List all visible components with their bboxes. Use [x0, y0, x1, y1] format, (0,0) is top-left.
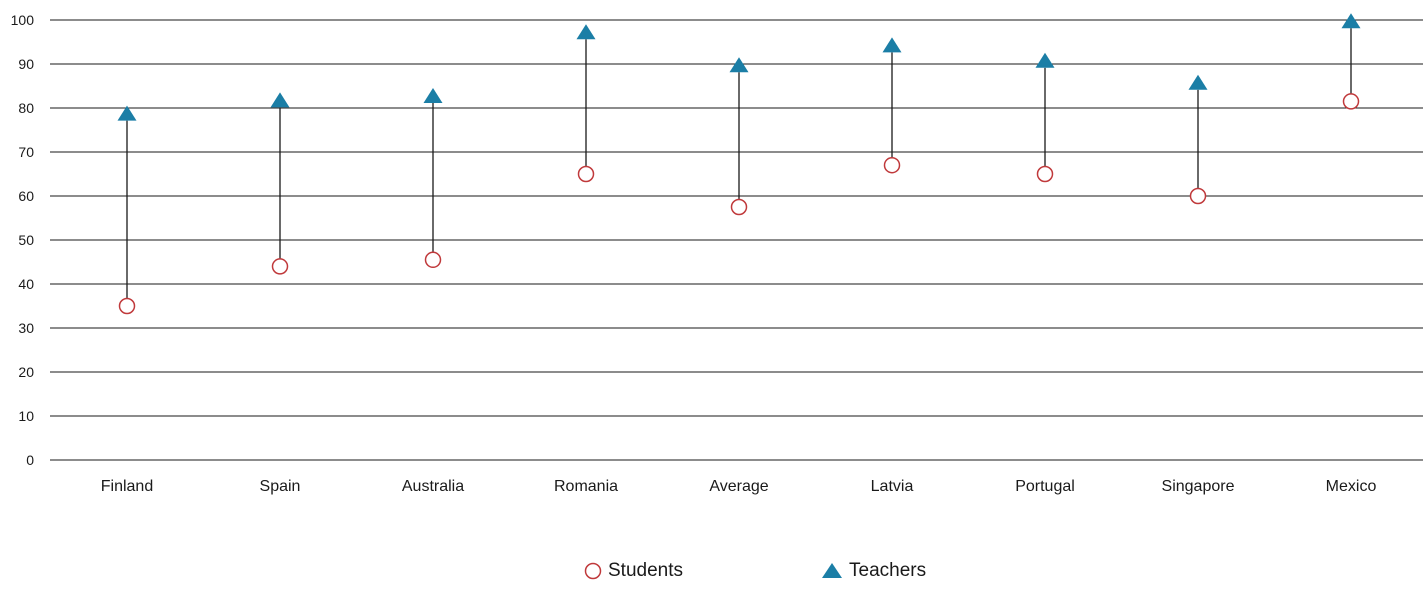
student-point [577, 165, 595, 183]
student-point [1036, 165, 1054, 183]
teacher-point [576, 24, 596, 40]
legend-item-students: Students [584, 560, 683, 582]
y-tick-label: 50 [18, 232, 34, 248]
x-tick-label: Spain [260, 478, 301, 495]
legend-label-teachers: Teachers [849, 560, 927, 581]
student-point [118, 297, 136, 315]
teacher-point [117, 105, 137, 121]
y-tick-label: 20 [18, 364, 34, 380]
x-tick-label: Mexico [1326, 478, 1377, 495]
x-tick-label: Singapore [1162, 478, 1235, 495]
x-tick-label: Latvia [871, 478, 914, 495]
x-tick-label: Portugal [1015, 478, 1075, 495]
x-tick-label: Finland [101, 478, 153, 495]
legend-item-teachers: Teachers [821, 560, 926, 582]
teacher-point [729, 57, 749, 73]
y-axis-tick-labels: 0 10 20 30 40 50 60 70 80 90 100 [11, 12, 35, 468]
teacher-point [423, 88, 443, 103]
teacher-point [270, 92, 290, 108]
legend: Students Teachers [0, 558, 1423, 586]
student-point [730, 198, 748, 216]
student-point [1342, 93, 1360, 110]
y-tick-label: 10 [18, 408, 34, 424]
markers [117, 13, 1361, 315]
y-tick-label: 90 [18, 56, 34, 72]
gridlines [50, 19, 1423, 461]
y-tick-label: 40 [18, 276, 34, 292]
x-tick-label: Romania [554, 478, 618, 495]
y-tick-label: 100 [11, 12, 35, 28]
x-axis-tick-labels: Finland Spain Australia Romania Average Latvi… [101, 478, 1377, 495]
y-tick-label: 60 [18, 188, 34, 204]
y-tick-label: 70 [18, 144, 34, 160]
teacher-point [1341, 13, 1361, 29]
open-circle-icon [584, 562, 602, 580]
teacher-point [1188, 74, 1208, 90]
legend-label-students: Students [608, 560, 683, 581]
y-tick-label: 30 [18, 320, 34, 336]
y-tick-label: 80 [18, 100, 34, 116]
y-tick-label: 0 [26, 452, 34, 468]
filled-triangle-icon [822, 563, 842, 578]
student-point [424, 251, 442, 269]
student-point [271, 258, 289, 275]
teacher-point [1035, 52, 1055, 68]
x-tick-label: Average [709, 478, 768, 495]
x-tick-label: Australia [402, 478, 464, 495]
student-point [883, 156, 901, 174]
connectors [126, 28, 1352, 299]
teacher-point [882, 37, 902, 53]
student-point [1189, 187, 1207, 205]
